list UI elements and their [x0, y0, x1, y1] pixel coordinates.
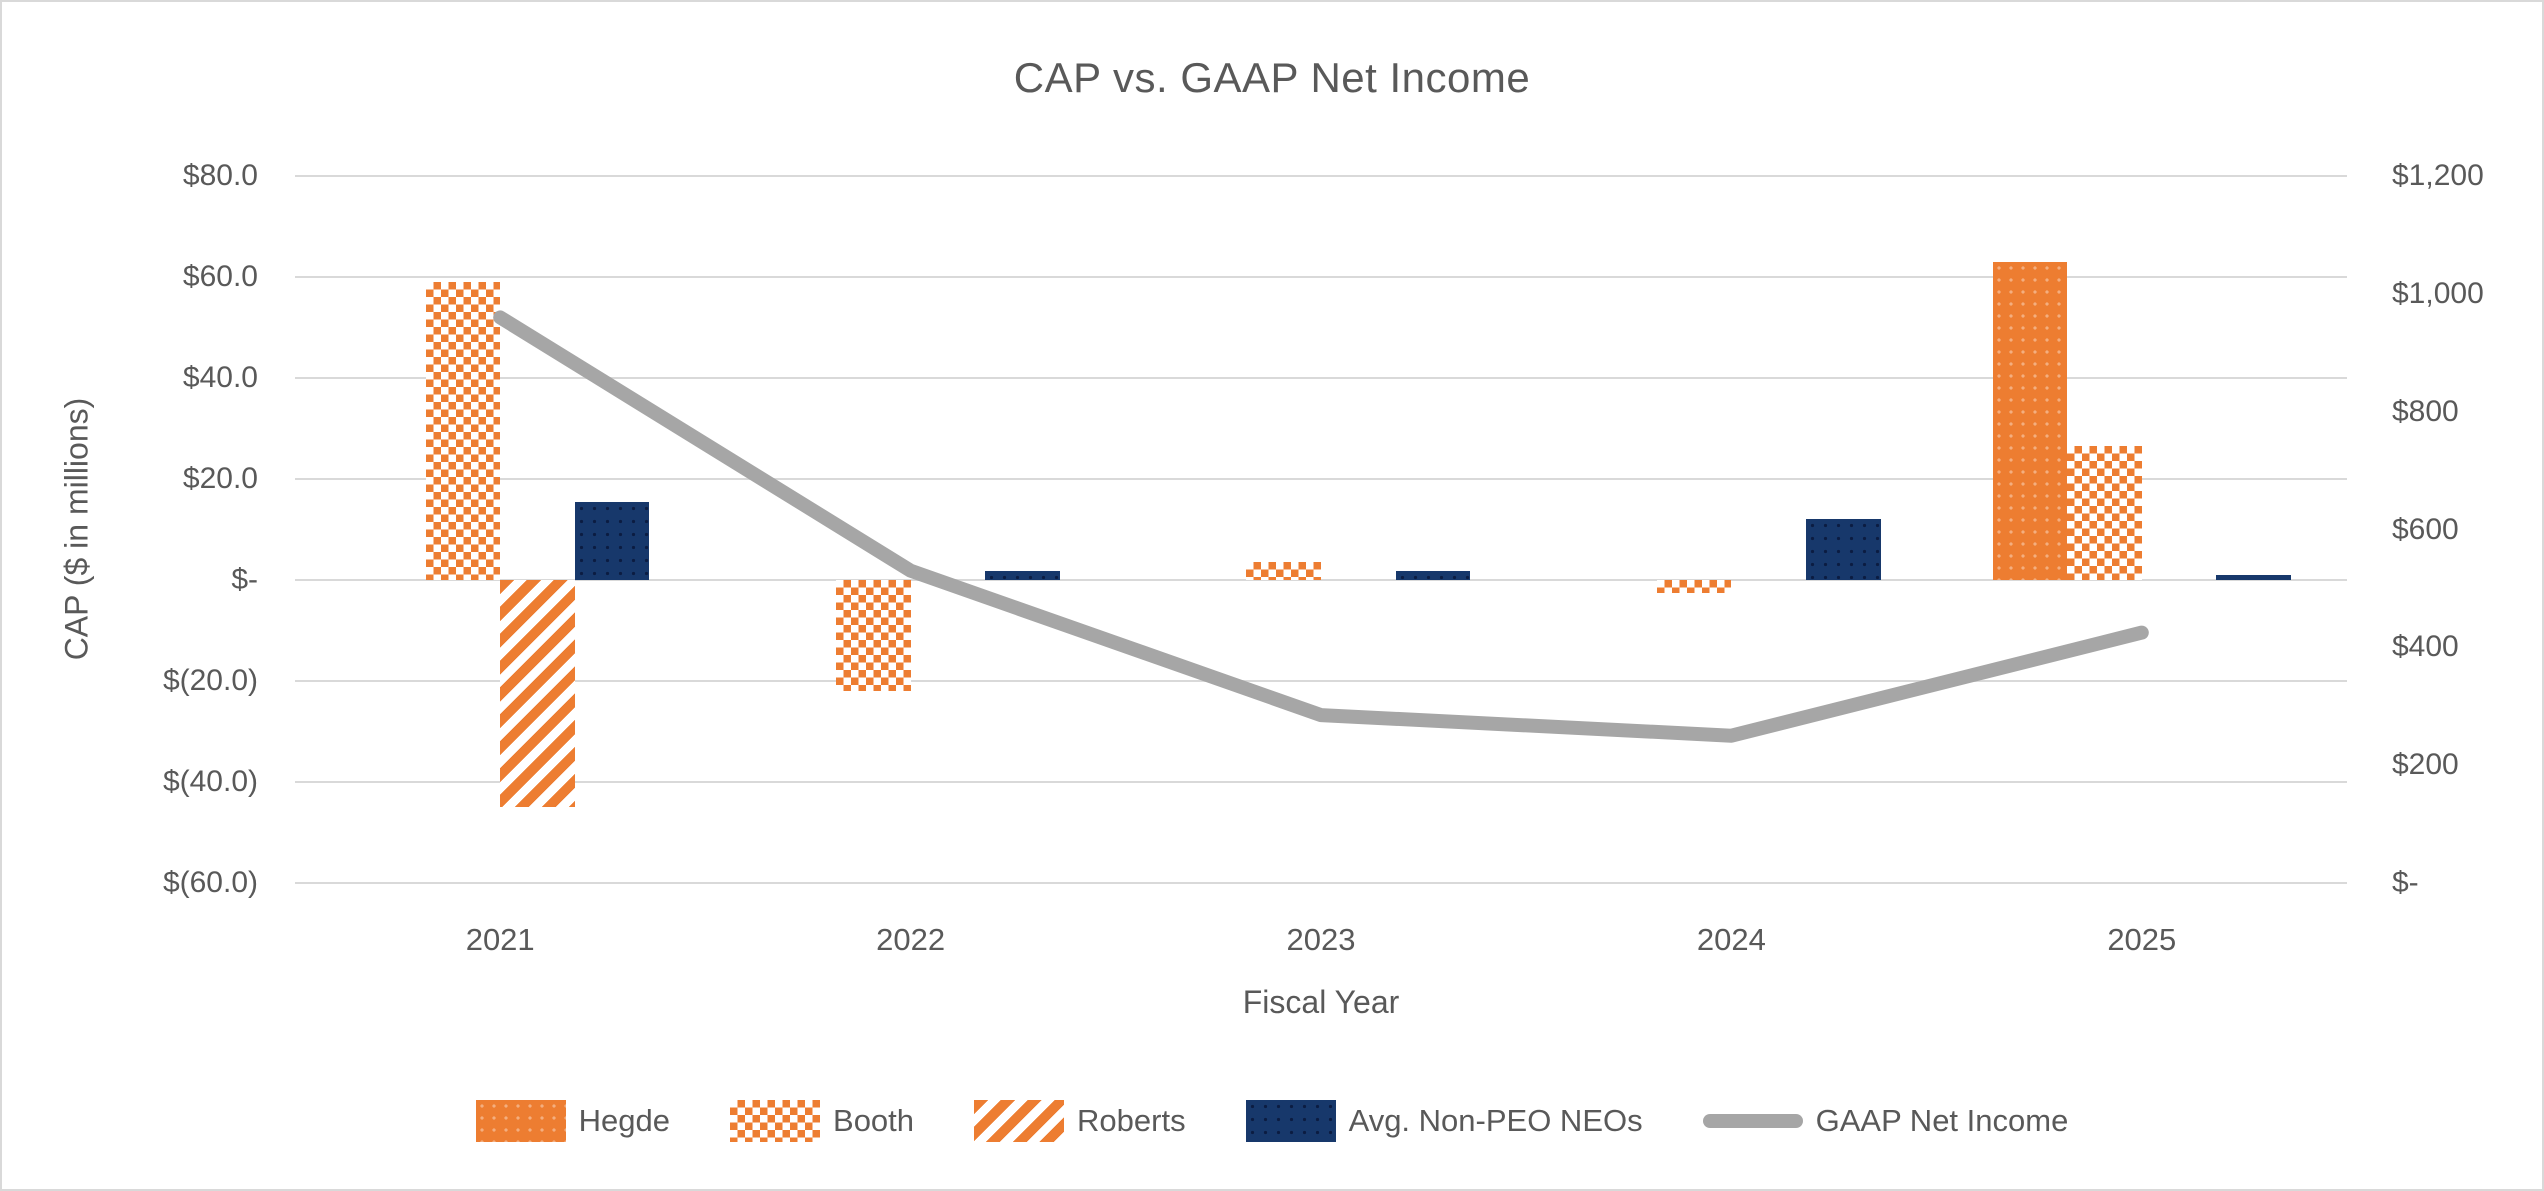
gridline: [295, 276, 2347, 278]
x-axis-tick-2021: 2021: [465, 922, 535, 957]
bar-booth-2022: [835, 580, 911, 692]
legend-label-roberts: Roberts: [1077, 1103, 1186, 1138]
bar-booth-2023: [1246, 562, 1321, 580]
bar-neos-2021: [574, 501, 650, 580]
x-axis-tick-2023: 2023: [1286, 922, 1356, 957]
gridline: [295, 781, 2347, 783]
gridline: [295, 175, 2347, 177]
bar-neos-2025: [2216, 574, 2292, 580]
x-axis-tick-2024: 2024: [1696, 922, 1766, 957]
legend: Hegde Booth Roberts Avg. Non-PEO NEOs GAAP N…: [2, 1100, 2542, 1142]
left-axis-tick: $60.0: [182, 260, 258, 293]
right-axis-tick: $-: [2392, 866, 2419, 899]
bar-neos-2023: [1395, 571, 1471, 580]
left-axis-tick: $20.0: [182, 462, 258, 495]
legend-swatch-neos: [1245, 1100, 1336, 1142]
left-axis-tick: $(60.0): [162, 866, 258, 899]
legend-label-booth: Booth: [833, 1103, 915, 1138]
right-axis-tick: $600: [2392, 512, 2459, 546]
left-axis-tick: $40.0: [182, 361, 258, 394]
bar-hegde-2025: [1992, 261, 2068, 580]
bar-booth-2025: [2067, 446, 2142, 580]
gaap-net-income-line: [493, 310, 2149, 743]
bar-booth-2024: [1656, 580, 1732, 593]
legend-swatch-gaap: [1702, 1114, 1803, 1128]
legend-item-neos: Avg. Non-PEO NEOs: [1245, 1100, 1643, 1142]
left-axis-tick: $(20.0): [162, 664, 258, 697]
x-axis-title: Fiscal Year: [1242, 984, 1400, 1020]
left-axis-tick: $-: [231, 563, 258, 596]
chart-title: CAP vs. GAAP Net Income: [1013, 54, 1531, 101]
legend-item-gaap: GAAP Net Income: [1702, 1103, 2069, 1139]
legend-swatch-hegde: [475, 1100, 566, 1142]
legend-label-hegde: Hegde: [578, 1103, 671, 1138]
legend-swatch-roberts: [974, 1100, 1065, 1142]
legend-label-gaap: GAAP Net Income: [1815, 1103, 2069, 1138]
right-axis-tick: $800: [2392, 394, 2459, 428]
left-axis-title: CAP ($ in millions): [58, 397, 95, 661]
legend-label-neos: Avg. Non-PEO NEOs: [1348, 1103, 1643, 1138]
left-axis-tick: $80.0: [182, 159, 258, 192]
right-axis-tick: $1,000: [2392, 276, 2484, 310]
legend-item-booth: Booth: [730, 1100, 914, 1142]
legend-item-hegde: Hegde: [475, 1100, 671, 1142]
x-axis-tick-2022: 2022: [876, 922, 946, 957]
x-axis-tick-2025: 2025: [2107, 922, 2177, 957]
right-axis-tick: $1,200: [2392, 159, 2484, 192]
left-axis-tick: $(40.0): [162, 765, 258, 798]
gridline: [295, 882, 2347, 884]
bar-neos-2022: [985, 571, 1060, 580]
bar-neos-2024: [1806, 519, 1881, 580]
legend-item-roberts: Roberts: [974, 1100, 1186, 1142]
bar-roberts-2021: [500, 580, 575, 808]
gridline: [295, 680, 2347, 682]
right-axis-tick: $200: [2392, 748, 2459, 782]
right-axis-tick: $400: [2392, 630, 2459, 664]
bar-booth-2021: [425, 282, 501, 580]
legend-swatch-booth: [730, 1100, 821, 1142]
